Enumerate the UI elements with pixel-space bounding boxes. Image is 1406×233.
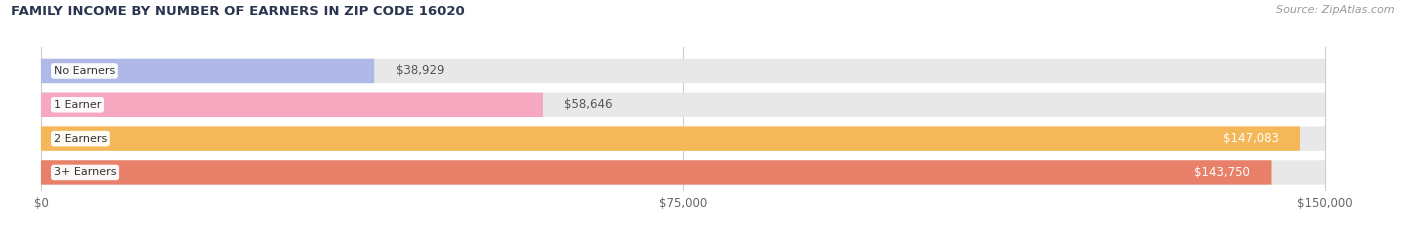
FancyBboxPatch shape bbox=[41, 127, 1324, 151]
Text: $143,750: $143,750 bbox=[1194, 166, 1250, 179]
FancyBboxPatch shape bbox=[41, 160, 1324, 185]
Text: $147,083: $147,083 bbox=[1223, 132, 1278, 145]
FancyBboxPatch shape bbox=[41, 93, 1324, 117]
Text: 2 Earners: 2 Earners bbox=[53, 134, 107, 144]
FancyBboxPatch shape bbox=[41, 127, 1301, 151]
Text: 1 Earner: 1 Earner bbox=[53, 100, 101, 110]
Text: 3+ Earners: 3+ Earners bbox=[53, 168, 117, 178]
FancyBboxPatch shape bbox=[41, 59, 1324, 83]
FancyBboxPatch shape bbox=[41, 93, 543, 117]
Text: $38,929: $38,929 bbox=[395, 65, 444, 77]
Text: Source: ZipAtlas.com: Source: ZipAtlas.com bbox=[1277, 5, 1395, 15]
Text: FAMILY INCOME BY NUMBER OF EARNERS IN ZIP CODE 16020: FAMILY INCOME BY NUMBER OF EARNERS IN ZI… bbox=[11, 5, 465, 18]
FancyBboxPatch shape bbox=[41, 59, 374, 83]
Text: $58,646: $58,646 bbox=[564, 98, 613, 111]
Text: No Earners: No Earners bbox=[53, 66, 115, 76]
FancyBboxPatch shape bbox=[41, 160, 1271, 185]
